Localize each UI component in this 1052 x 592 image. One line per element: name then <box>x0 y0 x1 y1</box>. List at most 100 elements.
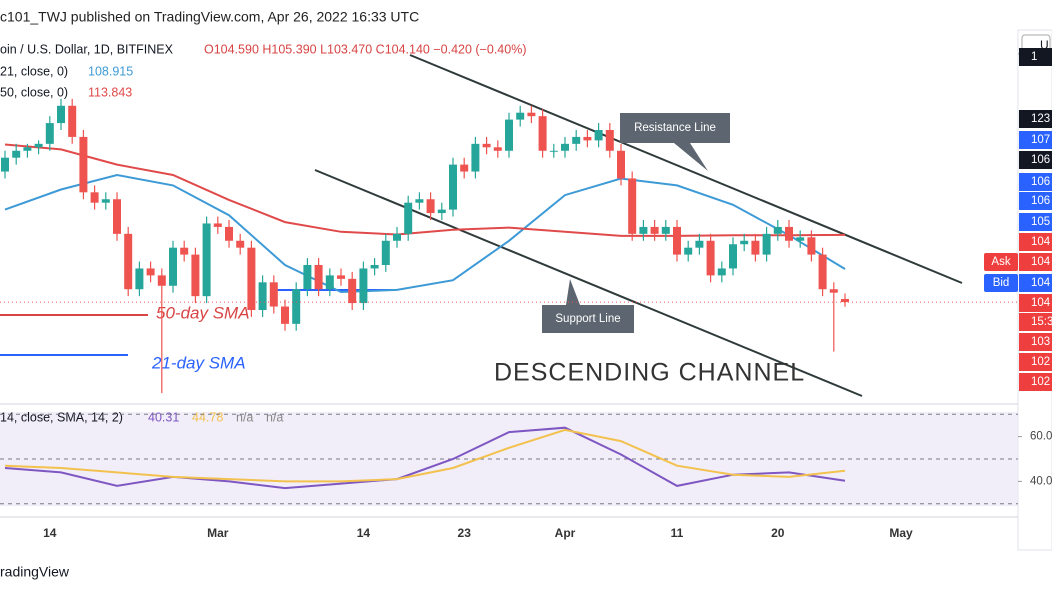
candle-body <box>202 223 211 297</box>
price-tag <box>1019 274 1052 292</box>
candle-body <box>751 240 760 255</box>
x-tick-label: 20 <box>771 526 785 540</box>
indicator-name: 50, close, 0) <box>0 85 68 99</box>
resistance-label: Resistance Line <box>634 122 716 134</box>
candle-body <box>695 240 704 248</box>
publisher: c101_TWJ published on TradingView.com, A… <box>0 9 419 25</box>
rsi-readout: 40.31 <box>148 410 179 424</box>
rsi-readout: n/a <box>236 410 253 424</box>
price-tag-label: 104 <box>1031 256 1051 268</box>
rsi-tick-label: 60.0 <box>1030 431 1052 443</box>
candle-body <box>157 275 166 286</box>
candle-body <box>1 157 9 172</box>
sma-line <box>4 143 846 237</box>
sma21-label: 21-day SMA <box>151 353 246 372</box>
price-tag-label: 104 <box>1031 277 1051 289</box>
candle-body <box>605 130 614 151</box>
candle-body <box>549 150 558 152</box>
candle-body <box>12 150 21 158</box>
price-tag <box>1019 333 1052 351</box>
price-tag-label: 106 <box>1031 176 1050 188</box>
candle-body <box>717 268 726 276</box>
price-tag-label: 123 <box>1031 113 1050 125</box>
rsi-line <box>4 428 846 483</box>
candle-body <box>460 164 469 172</box>
candle-body <box>829 289 838 293</box>
candle-body <box>23 147 32 151</box>
rsi-line <box>4 426 846 490</box>
candle-body <box>673 226 681 255</box>
candle-body <box>572 136 581 144</box>
candle-body <box>113 199 121 234</box>
price-tag-label: 104 <box>1031 297 1051 309</box>
candle-body <box>796 237 805 241</box>
candle-body <box>337 275 345 279</box>
candle-body <box>706 240 715 276</box>
side-tag-label: Ask <box>991 256 1010 268</box>
price-tag <box>1019 48 1052 66</box>
candle-body <box>135 268 144 290</box>
candle-body <box>773 226 782 234</box>
candle-body <box>169 247 177 286</box>
price-tag <box>1019 192 1052 210</box>
rsi-readout: n/a <box>266 410 283 424</box>
candle-body <box>90 192 99 203</box>
candle-body <box>303 265 312 290</box>
price-tag <box>1019 353 1052 371</box>
candle-body <box>124 233 133 290</box>
candle-body <box>426 199 435 214</box>
candle-body <box>370 265 379 269</box>
candle-body <box>180 247 189 255</box>
candle-body <box>617 150 625 179</box>
candle-body <box>841 298 849 303</box>
price-tag <box>1019 151 1052 169</box>
side-tag <box>984 274 1018 292</box>
price-tag-label: 106 <box>1031 195 1050 207</box>
price-tag-label: 106 <box>1031 154 1050 166</box>
price-tag-label: 102 <box>1031 376 1050 388</box>
price-tag <box>1019 313 1052 331</box>
channel-label: DESCENDING CHANNEL <box>494 359 805 387</box>
candle-body <box>68 105 77 137</box>
candle-body <box>247 247 256 310</box>
price-tag <box>1019 294 1052 312</box>
candle-body <box>269 282 278 307</box>
candle-body <box>639 226 648 234</box>
price-tag-label: 102 <box>1031 356 1050 368</box>
candle-body <box>225 226 233 241</box>
candle-body <box>348 278 357 304</box>
price-tag <box>1019 213 1052 231</box>
candle-body <box>146 268 155 276</box>
x-tick-label: 14 <box>43 526 57 540</box>
candle-body <box>415 199 424 203</box>
candle-body <box>191 254 200 297</box>
candle-body <box>449 164 457 210</box>
price-tag-label: 104 <box>1031 236 1051 248</box>
sma50-label: 50-day SMA <box>156 303 250 322</box>
candle-body <box>213 223 222 227</box>
candle-body <box>314 265 323 290</box>
price-tag <box>1019 173 1052 191</box>
sma-line <box>4 173 846 294</box>
candle-body <box>325 275 334 290</box>
candle-body <box>561 143 569 151</box>
candle-body <box>437 209 446 214</box>
x-tick-label: 14 <box>357 526 371 540</box>
candle-body <box>359 268 368 304</box>
side-tag <box>984 253 1018 271</box>
candle-body <box>292 289 301 324</box>
price-tag <box>1019 131 1052 149</box>
candle-body <box>505 119 513 151</box>
x-tick-label: 11 <box>671 526 684 540</box>
candle-body <box>404 202 413 234</box>
price-tag-label: 107 <box>1031 134 1050 146</box>
candle-body <box>807 237 816 255</box>
rsi-name: 14, close, SMA, 14, 2) <box>0 410 123 424</box>
candle-body <box>628 178 637 234</box>
price-tag-label: 15:3 <box>1031 316 1052 328</box>
candle-body <box>79 136 88 193</box>
price-tag-label: 105 <box>1031 216 1050 228</box>
candle-body <box>661 226 670 234</box>
candle-body <box>236 240 245 248</box>
price-tag <box>1019 110 1052 128</box>
